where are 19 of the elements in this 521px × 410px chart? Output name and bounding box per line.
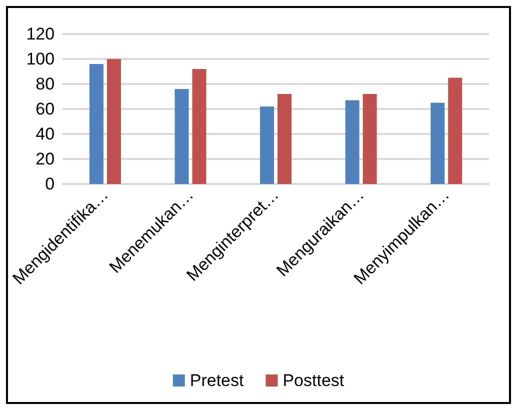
legend-label: Posttest [282,371,344,390]
bar [89,64,104,184]
y-tick-label: 0 [45,174,55,194]
bar [192,69,206,184]
y-tick-label: 20 [36,150,55,168]
bar [260,106,274,184]
y-tick-label: 100 [26,50,55,68]
bar [448,78,462,184]
bar [106,59,121,184]
bar [174,89,189,184]
legend-label: Pretest [190,371,244,390]
bar [362,94,377,184]
y-tick-label: 120 [26,24,55,44]
bar [278,94,292,184]
y-tick-label: 80 [36,74,55,94]
bar [345,100,360,184]
bar [430,102,445,184]
y-tick-label: 60 [36,100,55,118]
y-tick-label: 40 [36,124,55,144]
